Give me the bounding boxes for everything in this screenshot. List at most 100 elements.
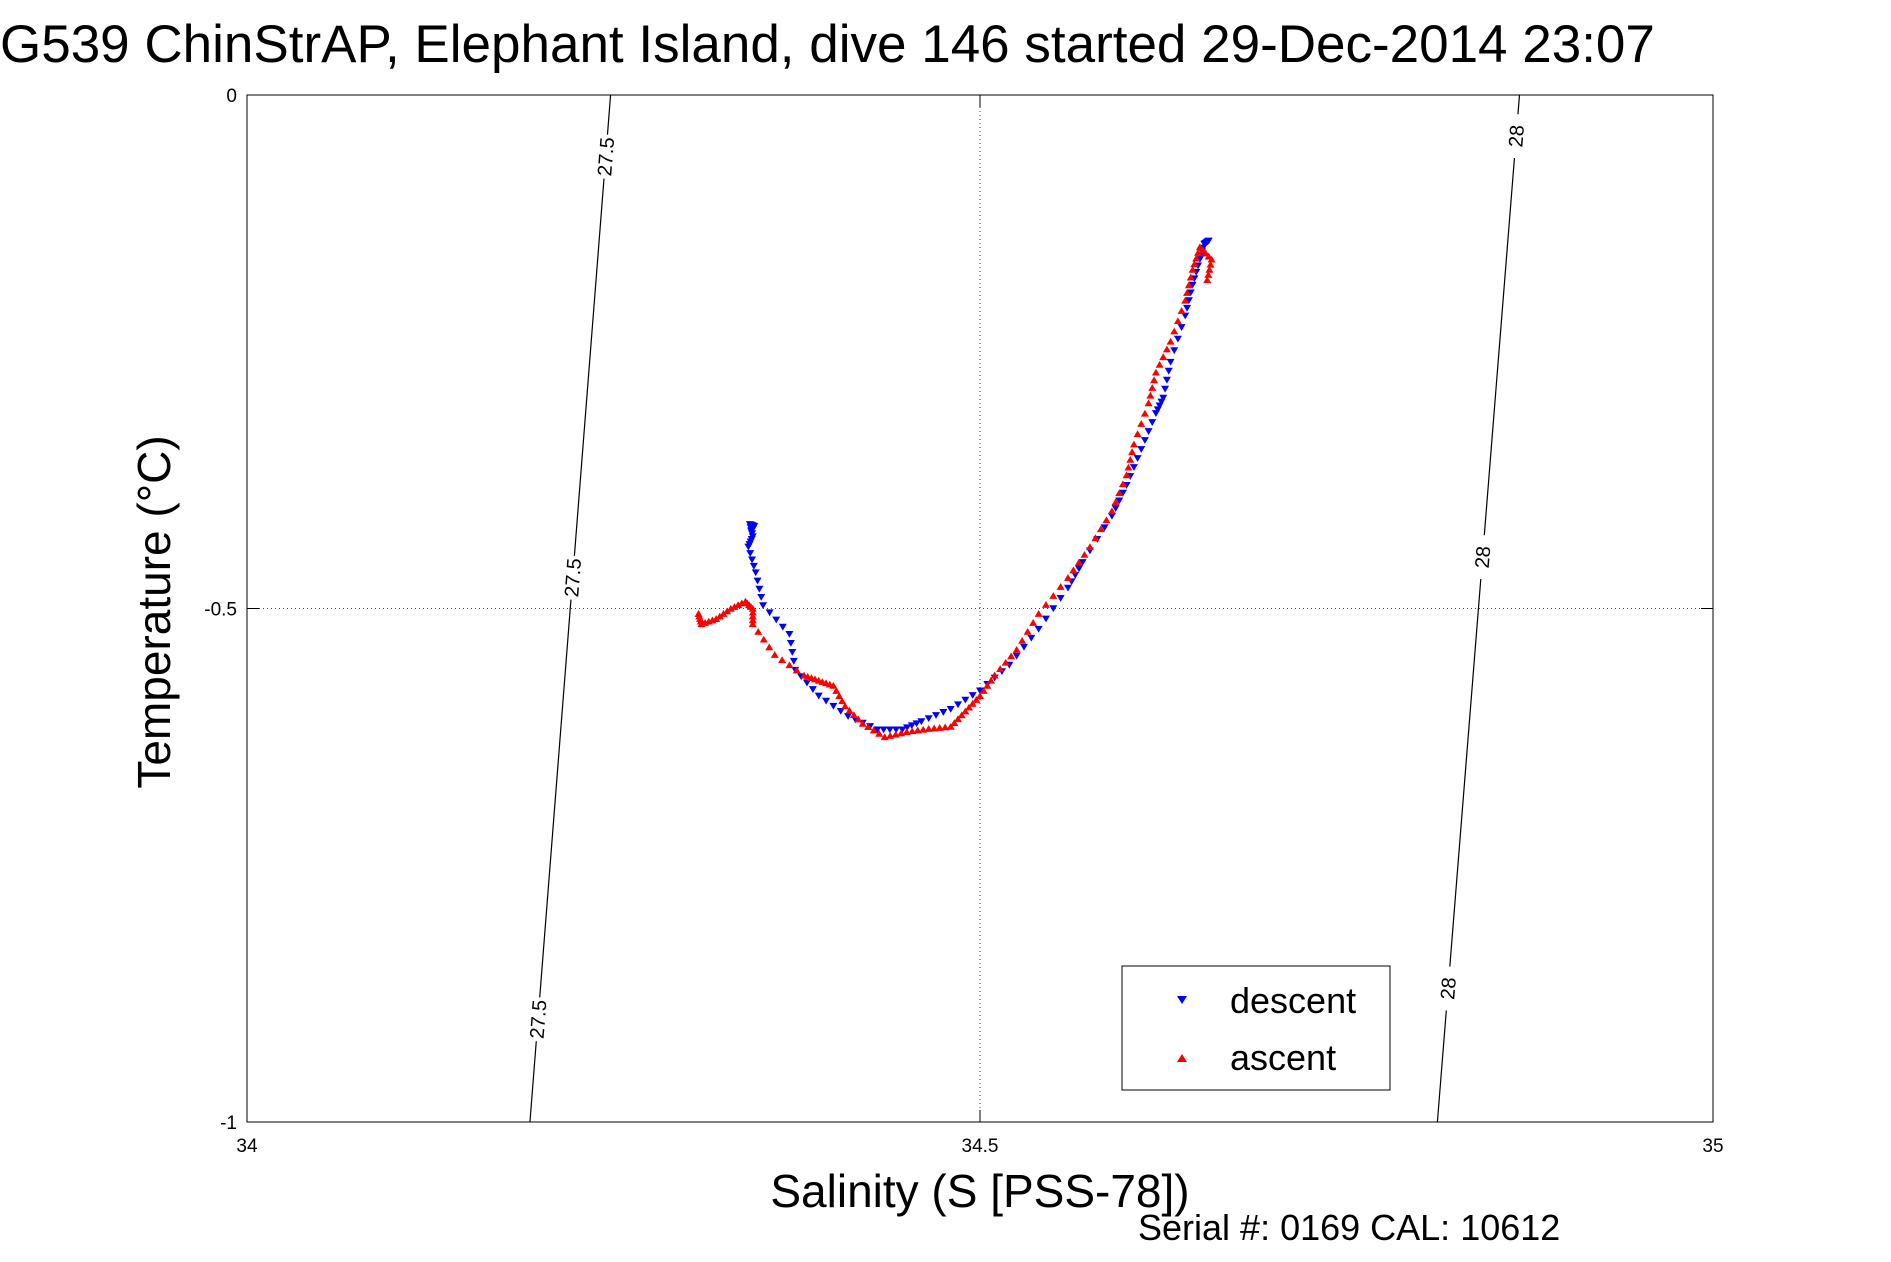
ascent-data-point <box>765 643 774 651</box>
ascent-data-point <box>968 699 977 707</box>
ascent-data-point <box>983 681 992 689</box>
ascent-data-point <box>979 687 988 694</box>
descent-data-point <box>1078 559 1087 566</box>
descent-data-point <box>1041 615 1050 623</box>
ascent-data-point <box>792 666 801 674</box>
ascent-data-point <box>858 719 867 727</box>
ascent-data-point <box>1207 255 1216 263</box>
grid-lines <box>247 95 1713 1122</box>
ascent-data-point <box>1151 368 1160 376</box>
descent-data-point <box>1164 367 1173 375</box>
data-points <box>694 237 1216 741</box>
ascent-data-point <box>1102 516 1111 524</box>
descent-data-point <box>1170 347 1179 355</box>
ascent-data-point <box>1124 463 1133 471</box>
ascent-data-point <box>1001 658 1010 666</box>
contour-label: 27.5 <box>527 999 552 1040</box>
descent-data-point <box>1181 312 1190 320</box>
descent-data-point <box>1012 652 1021 660</box>
ascent-data-point <box>1205 265 1214 273</box>
descent-data-point <box>954 701 963 709</box>
ascent-data-point <box>1034 610 1043 617</box>
ascent-data-point <box>1128 448 1137 456</box>
descent-data-point <box>803 679 812 687</box>
ascent-data-point <box>712 615 721 622</box>
ascent-data-point <box>1186 273 1195 281</box>
descent-data-point <box>788 648 797 656</box>
ascent-data-point <box>946 723 955 730</box>
ascent-data-point <box>1091 534 1100 542</box>
ascent-data-point <box>864 723 873 731</box>
ascent-data-point <box>1159 353 1168 361</box>
contour-label-bg <box>1501 113 1531 160</box>
ascent-data-point <box>1069 566 1078 574</box>
descent-data-point <box>1049 605 1058 613</box>
ascent-data-point <box>737 599 746 607</box>
legend-descent-label: descent <box>1230 980 1356 1021</box>
descent-data-point <box>907 722 916 730</box>
descent-data-point <box>1184 297 1193 304</box>
descent-data-point <box>786 639 795 647</box>
descent-data-point <box>1183 304 1192 312</box>
ascent-data-point <box>1126 455 1135 463</box>
ascent-data-point <box>1115 489 1124 497</box>
ascent-data-point <box>961 707 970 715</box>
ascent-data-point <box>1173 317 1182 325</box>
ascent-data-point <box>748 608 757 616</box>
ascent-data-point <box>965 703 974 711</box>
y-tick-label: -1 <box>220 1113 237 1134</box>
ascent-data-point <box>1137 420 1146 427</box>
ascent-data-point <box>908 727 917 735</box>
descent-data-point <box>1137 446 1146 453</box>
descent-data-point <box>829 702 838 710</box>
descent-data-point <box>932 712 941 719</box>
isopycnal-line <box>1436 94 1521 1123</box>
ascent-data-point <box>957 711 966 719</box>
descent-data-point <box>753 577 762 585</box>
descent-data-point <box>1188 281 1197 289</box>
legend-box <box>1121 965 1391 1091</box>
ascent-data-point <box>976 692 984 699</box>
descent-data-point <box>1144 428 1153 435</box>
descent-data-point <box>789 657 798 665</box>
ascent-data-point <box>1107 507 1116 515</box>
y-tick-label: 0 <box>226 86 237 107</box>
ascent-data-point <box>748 604 757 612</box>
ascent-data-point <box>748 620 757 628</box>
ascent-data-point <box>719 610 728 617</box>
contour-label: 27.5 <box>594 136 619 177</box>
contour-label-bg <box>1433 965 1463 1012</box>
ascent-data-point <box>1111 498 1120 506</box>
descent-data-point <box>1107 512 1116 520</box>
ascent-data-point <box>1122 471 1131 479</box>
ascent-data-point <box>924 725 933 732</box>
ascent-data-point <box>875 729 884 737</box>
descent-data-point <box>755 585 764 593</box>
descent-data-point <box>1118 489 1127 497</box>
descent-data-point <box>892 726 901 734</box>
ascent-data-point <box>941 723 950 731</box>
ascent-data-point <box>1007 652 1016 660</box>
descent-data-point <box>961 696 970 704</box>
ascent-data-point <box>1118 480 1127 488</box>
ascent-data-point <box>1096 525 1105 533</box>
ascent-data-point <box>748 616 757 624</box>
ascent-data-point <box>935 724 944 731</box>
ascent-data-point <box>1129 440 1138 448</box>
chart-title: G539 ChinStrAP, Elephant Island, dive 14… <box>0 15 1655 74</box>
descent-data-point <box>903 724 912 732</box>
x-axis-label: Salinity (S [PSS-78]) <box>770 1165 1189 1217</box>
ascent-data-point <box>715 612 724 620</box>
legend-ascent-marker <box>1177 1054 1187 1062</box>
descent-data-point <box>1071 571 1080 579</box>
descent-data-point <box>757 594 766 601</box>
ascent-data-point <box>1150 376 1159 384</box>
ascent-data-point <box>754 628 763 635</box>
isopycnal-line <box>529 94 612 1123</box>
legend-ascent-label: ascent <box>1230 1037 1336 1078</box>
descent-data-point <box>1204 237 1213 245</box>
contour-label-bg <box>557 554 588 601</box>
legend-descent-marker <box>1177 996 1187 1004</box>
contour-label: 27.5 <box>561 557 586 598</box>
descent-data-point <box>1161 385 1170 393</box>
